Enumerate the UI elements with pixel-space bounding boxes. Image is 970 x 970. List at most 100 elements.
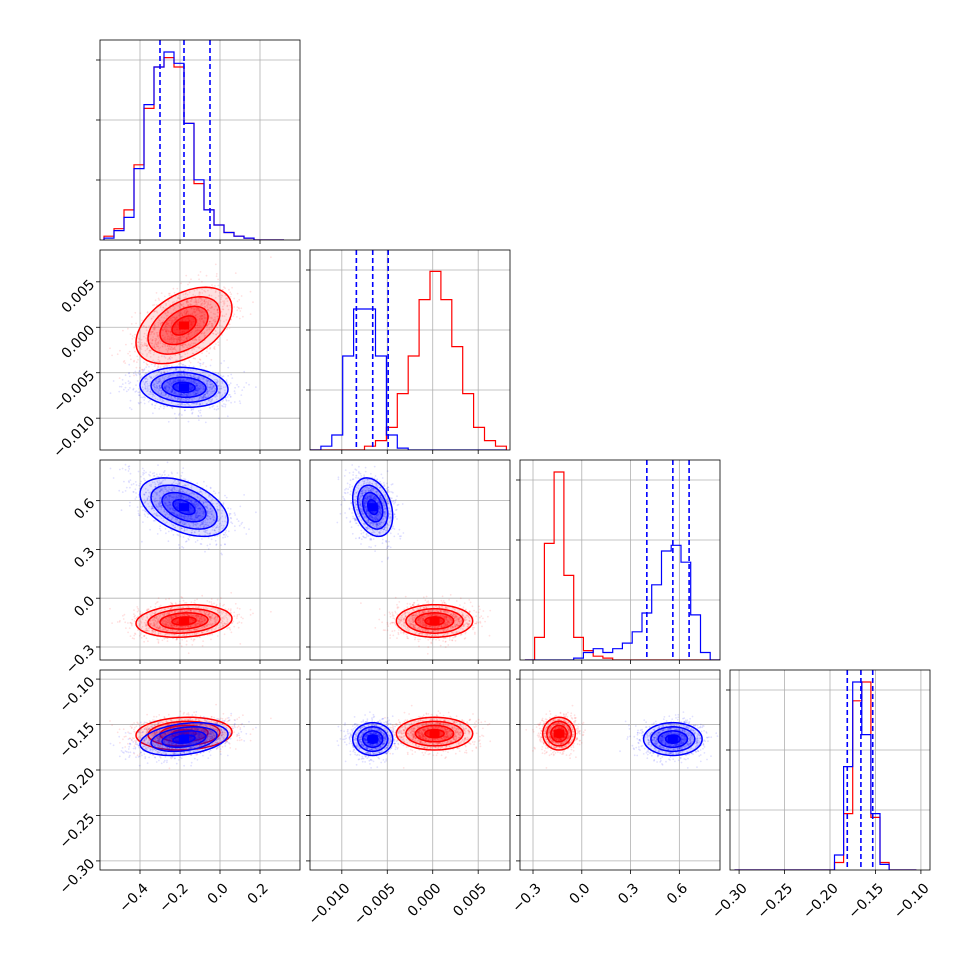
scatter-point (233, 625, 236, 628)
scatter-point (130, 408, 133, 411)
scatter-point (188, 345, 191, 348)
scatter-point (155, 338, 158, 341)
scatter-point (133, 360, 135, 363)
scatter-point (200, 318, 203, 320)
scatter-point (191, 408, 193, 411)
scatter-point (157, 337, 160, 340)
scatter-point (217, 284, 220, 287)
scatter-point (159, 387, 162, 389)
scatter-point (206, 380, 209, 382)
scatter-point (177, 403, 180, 406)
scatter-point (168, 357, 171, 359)
scatter-point (169, 389, 172, 392)
scatter-point (210, 323, 213, 325)
scatter-point (217, 344, 220, 346)
scatter-point (155, 374, 158, 377)
scatter-point (154, 339, 157, 342)
scatter-point (144, 377, 147, 380)
scatter-point (202, 395, 205, 398)
scatter-point (175, 374, 178, 377)
scatter-point (215, 333, 218, 336)
scatter-point (195, 316, 197, 318)
scatter-point (210, 294, 213, 297)
scatter-point (198, 338, 200, 341)
scatter-point (216, 308, 219, 311)
scatter-point (164, 387, 167, 390)
scatter-point (197, 313, 199, 316)
scatter-point (166, 364, 168, 367)
scatter-point (199, 378, 202, 381)
scatter-point (170, 319, 173, 322)
scatter-point (205, 365, 207, 368)
scatter-point (154, 324, 157, 327)
scatter-point (192, 386, 195, 389)
density-peak-b (179, 383, 189, 392)
scatter-point (150, 331, 153, 334)
scatter-point (159, 322, 162, 325)
scatter-point (194, 376, 197, 379)
scatter-point (169, 384, 172, 386)
scatter-point (160, 392, 163, 395)
scatter-point (139, 367, 141, 369)
scatter-point (121, 383, 124, 385)
scatter-point (201, 352, 203, 355)
scatter-point (185, 378, 188, 380)
scatter-point (182, 305, 185, 308)
scatter-point (178, 338, 181, 341)
scatter-point (203, 332, 206, 335)
scatter-point (179, 359, 182, 362)
scatter-point (221, 404, 223, 407)
scatter-point (167, 389, 170, 392)
scatter-point (143, 395, 146, 398)
scatter-point (194, 326, 196, 329)
scatter-point (184, 309, 186, 312)
scatter-point (192, 311, 195, 313)
scatter-point (168, 364, 171, 367)
scatter-point (199, 403, 202, 406)
scatter-point (212, 385, 215, 387)
scatter-point (198, 318, 201, 320)
scatter-point (233, 401, 236, 403)
scatter-point (191, 412, 194, 415)
scatter-point (170, 339, 173, 341)
scatter-point (157, 356, 160, 358)
scatter-point (197, 361, 200, 364)
scatter-point (190, 378, 193, 381)
scatter-point (215, 275, 218, 278)
scatter-point (198, 376, 201, 379)
scatter-point (163, 372, 165, 374)
scatter-point (198, 396, 201, 399)
scatter-point (145, 637, 148, 640)
scatter-point (171, 472, 173, 475)
scatter-point (171, 351, 174, 354)
scatter-point (155, 343, 158, 346)
scatter-point (164, 313, 167, 315)
scatter-point (167, 311, 169, 314)
scatter-point (208, 321, 211, 323)
grid-1-0 (96, 250, 300, 454)
scatter-point (171, 389, 174, 391)
scatter-point (196, 389, 199, 392)
scatter-point (187, 380, 190, 383)
scatter-point (199, 363, 202, 365)
scatter-point (129, 486, 131, 489)
scatter-point (169, 391, 171, 393)
scatter-point (173, 319, 176, 322)
scatter-point (178, 353, 181, 356)
scatter-point (187, 333, 190, 336)
scatter-point (181, 403, 184, 406)
scatter-point (145, 326, 148, 329)
scatter-point (146, 355, 148, 357)
scatter-point (169, 355, 172, 358)
scatter-point (238, 400, 241, 402)
scatter-point (205, 350, 208, 353)
scatter-point (182, 303, 185, 305)
scatter-point (133, 613, 135, 616)
scatter-point (224, 494, 226, 497)
scatter-point (185, 301, 188, 304)
scatter-point (163, 387, 166, 389)
scatter-point (161, 474, 164, 476)
scatter-point (171, 351, 174, 353)
scatter-point (191, 387, 194, 390)
scatter-point (231, 286, 234, 289)
